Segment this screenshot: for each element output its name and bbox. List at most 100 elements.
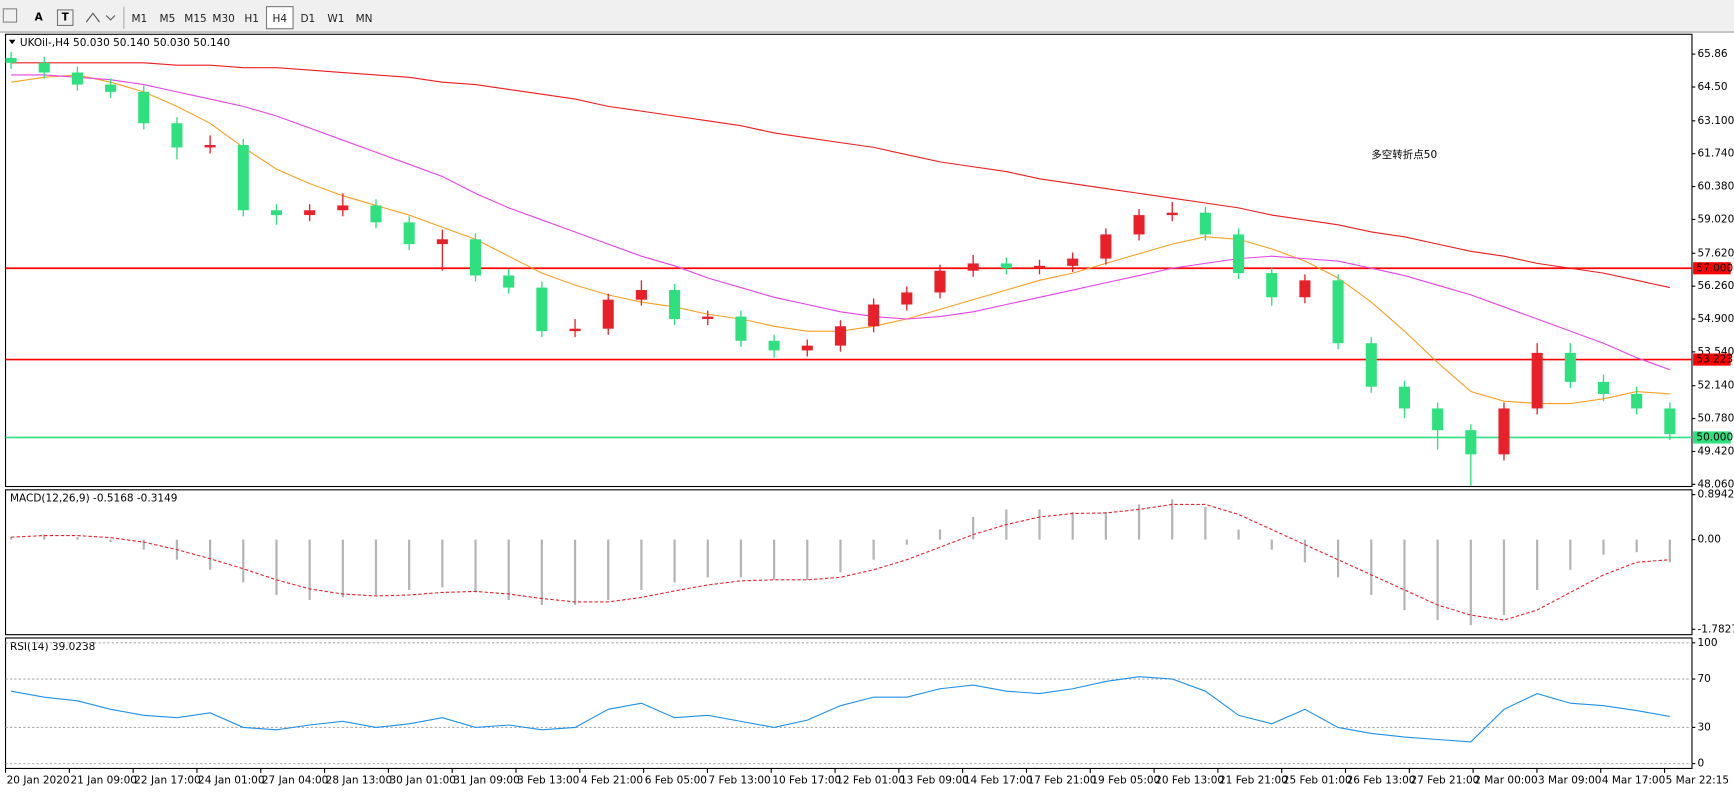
macd-bar bbox=[1569, 539, 1572, 570]
macd-bar bbox=[1038, 509, 1041, 540]
macd-bar bbox=[1602, 539, 1605, 555]
x-tick-label: 26 Feb 13:00 bbox=[1347, 775, 1416, 787]
macd-bar bbox=[938, 529, 942, 540]
macd-bar bbox=[9, 537, 13, 540]
tool-label: T bbox=[62, 12, 70, 24]
candle-body bbox=[1432, 408, 1444, 431]
price-label-box bbox=[1693, 262, 1731, 275]
tool-icon[interactable] bbox=[56, 9, 74, 26]
annotation: 多空转折点50 bbox=[1371, 148, 1437, 161]
macd-bar bbox=[507, 539, 510, 600]
candle-body bbox=[569, 328, 581, 332]
y-tick-label: 59.020 bbox=[1698, 213, 1734, 225]
x-tick-label: 20 Jan 2020 bbox=[7, 775, 70, 787]
timeframe-button[interactable]: W1 bbox=[327, 13, 344, 25]
timeframe-button[interactable]: M30 bbox=[212, 13, 234, 25]
y-tick-label: 53.540 bbox=[1698, 346, 1734, 358]
macd-bar bbox=[739, 539, 743, 578]
macd-bar bbox=[905, 539, 908, 545]
title-arrow bbox=[8, 39, 16, 45]
candle-body bbox=[967, 263, 979, 271]
tool-icon[interactable] bbox=[2, 8, 18, 23]
timeframe-button[interactable]: M15 bbox=[184, 13, 206, 25]
candle-body bbox=[735, 316, 747, 341]
candle-body bbox=[71, 72, 83, 85]
y-tick-label: 50.780 bbox=[1698, 413, 1734, 425]
x-tick-label: 3 Mar 09:00 bbox=[1538, 775, 1601, 787]
price-label: 53.223 bbox=[1696, 354, 1733, 366]
timeframe-label: H1 bbox=[244, 13, 259, 25]
y-tick-label: 100 bbox=[1698, 637, 1718, 649]
macd-bar bbox=[706, 539, 709, 578]
macd-bar bbox=[839, 539, 842, 573]
macd-bar bbox=[1469, 539, 1472, 626]
macd-bar bbox=[1104, 511, 1107, 540]
candle-body bbox=[1465, 430, 1477, 455]
candle-body bbox=[1299, 280, 1311, 298]
y-tick-label: 30 bbox=[1698, 721, 1711, 733]
timeframe-button[interactable]: M1 bbox=[131, 13, 147, 25]
y-tick-label: 65.86 bbox=[1698, 48, 1728, 60]
macd-bar bbox=[1303, 539, 1307, 563]
macd-bar bbox=[1536, 539, 1539, 590]
x-tick-label: 28 Jan 13:00 bbox=[326, 775, 392, 787]
candle-body bbox=[635, 290, 647, 300]
x-tick-label: 7 Feb 13:00 bbox=[709, 775, 771, 787]
timeframe-button[interactable]: MN bbox=[356, 13, 373, 25]
macd-bar bbox=[374, 539, 378, 595]
timeframe-label: M30 bbox=[212, 13, 234, 25]
tool-icon[interactable] bbox=[30, 9, 47, 26]
active-button-frame bbox=[265, 6, 294, 30]
y-tick-label: -1.7827 bbox=[1698, 623, 1734, 635]
macd-signal bbox=[11, 503, 1670, 621]
y-tick-label: 56.260 bbox=[1698, 280, 1734, 292]
candle-body bbox=[237, 145, 249, 211]
y-tick-label: 54.900 bbox=[1698, 313, 1734, 325]
x-tick-label: 31 Jan 09:00 bbox=[453, 775, 519, 787]
candle-body bbox=[1233, 234, 1245, 274]
macd-bar bbox=[76, 537, 79, 540]
candle-body bbox=[1664, 408, 1676, 435]
candle-body bbox=[337, 205, 349, 211]
candle-body bbox=[1067, 258, 1079, 266]
toolbar-tools bbox=[2, 6, 125, 29]
macd-bar bbox=[1237, 529, 1240, 540]
candle-body bbox=[1000, 263, 1012, 269]
rsi-line bbox=[10, 676, 1670, 743]
macd-bar bbox=[441, 539, 444, 588]
candle-body bbox=[105, 84, 117, 92]
candle-body bbox=[304, 210, 316, 216]
timeframe-button[interactable]: H4 bbox=[265, 6, 294, 30]
macd-bar bbox=[1137, 504, 1141, 540]
x-tick-label: 30 Jan 01:00 bbox=[389, 775, 455, 787]
timeframe-label: W1 bbox=[327, 13, 344, 25]
macd-bar bbox=[1403, 539, 1406, 611]
candle-body bbox=[38, 62, 50, 73]
macd-bar bbox=[474, 539, 477, 593]
price-label-box bbox=[1693, 431, 1731, 444]
tool-icon[interactable] bbox=[85, 12, 116, 23]
candle-body bbox=[503, 275, 515, 288]
candle-body bbox=[1100, 234, 1112, 259]
candle-body bbox=[469, 239, 482, 276]
macd-bar bbox=[308, 539, 311, 600]
timeframe-label: M1 bbox=[131, 13, 147, 25]
x-tick-label: 4 Mar 17:00 bbox=[1602, 775, 1665, 787]
candle-body bbox=[270, 210, 282, 216]
x-tick-label: 5 Mar 22:15 bbox=[1666, 775, 1729, 787]
candle-body bbox=[768, 340, 780, 351]
x-tick-label: 17 Feb 21:00 bbox=[1028, 775, 1097, 787]
timeframe-button[interactable]: M5 bbox=[160, 13, 176, 25]
candle-body bbox=[868, 304, 880, 327]
timeframe-label: M15 bbox=[184, 13, 206, 25]
x-tick-label: 20 Feb 13:00 bbox=[1155, 775, 1224, 787]
candle-body bbox=[138, 91, 150, 124]
candle-body bbox=[1564, 352, 1576, 382]
macd-bar bbox=[1436, 539, 1439, 621]
macd-bar bbox=[540, 539, 543, 605]
macd-bar bbox=[972, 516, 975, 540]
timeframe-button[interactable]: H1 bbox=[244, 13, 259, 25]
macd-bar bbox=[806, 539, 809, 580]
timeframe-button[interactable]: D1 bbox=[300, 13, 315, 25]
